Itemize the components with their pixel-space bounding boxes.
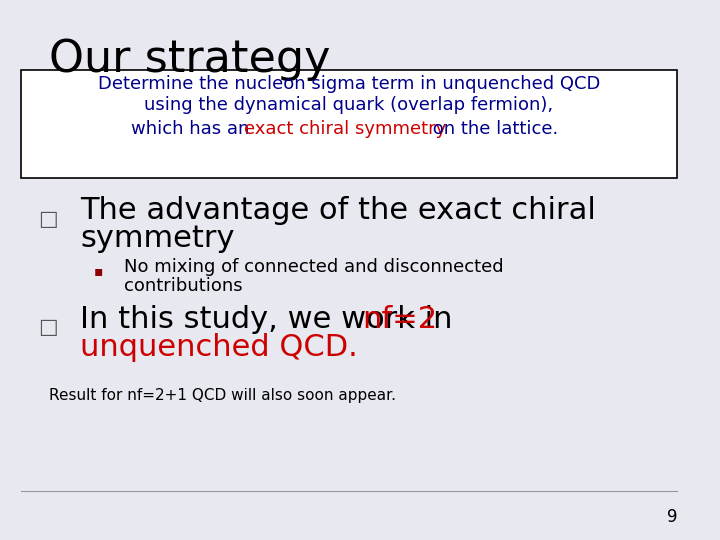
Text: In this study, we work in: In this study, we work in (80, 305, 462, 334)
FancyBboxPatch shape (21, 70, 677, 178)
Text: 9: 9 (667, 508, 677, 526)
Text: nf=2: nf=2 (362, 305, 438, 334)
Text: unquenched QCD.: unquenched QCD. (80, 333, 358, 362)
Text: contributions: contributions (125, 277, 243, 295)
Text: using the dynamical quark (overlap fermion),: using the dynamical quark (overlap fermi… (145, 96, 554, 114)
Text: Determine the nucleon sigma term in unquenched QCD: Determine the nucleon sigma term in unqu… (98, 75, 600, 93)
Text: No mixing of connected and disconnected: No mixing of connected and disconnected (125, 258, 504, 276)
Text: Result for nf=2+1 QCD will also soon appear.: Result for nf=2+1 QCD will also soon app… (49, 388, 396, 403)
Text: exact chiral symmetry: exact chiral symmetry (244, 119, 446, 138)
Text: Our strategy: Our strategy (49, 38, 330, 81)
Text: which has an: which has an (131, 119, 255, 138)
Text: The advantage of the exact chiral: The advantage of the exact chiral (80, 196, 596, 225)
Text: on the lattice.: on the lattice. (428, 119, 559, 138)
Text: □: □ (38, 208, 58, 229)
Text: ▪: ▪ (94, 264, 104, 278)
Text: symmetry: symmetry (80, 224, 235, 253)
Text: □: □ (38, 316, 58, 337)
